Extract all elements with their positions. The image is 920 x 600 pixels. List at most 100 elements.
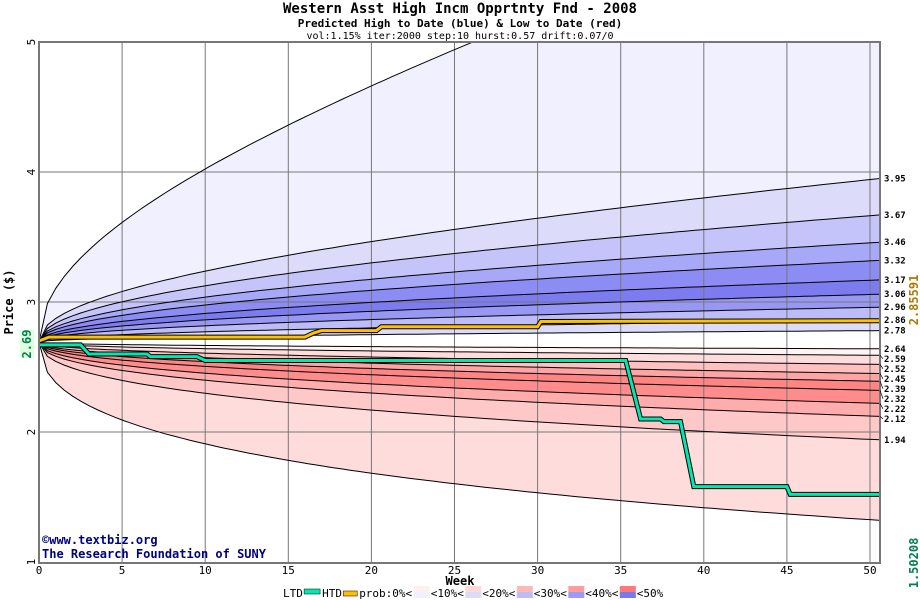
upper-boundary-line (39, 293, 880, 343)
htd-line (39, 319, 880, 343)
x-tick-label: 30 (531, 564, 544, 577)
lower-boundary-line (39, 341, 880, 404)
lower-band (39, 342, 880, 521)
x-tick-label: 45 (780, 564, 793, 577)
y-ticks: 1 2 3 4 5 (25, 39, 38, 566)
lower-boundary-line (39, 342, 880, 441)
legend-prob-item: <50% (637, 587, 664, 600)
band-end-label: 2.22 (884, 405, 906, 415)
series (39, 318, 880, 497)
upper-boundary-line (39, 42, 475, 343)
band-end-leader (879, 355, 884, 360)
legend-prob-item: <40%< (585, 587, 618, 600)
upper-band (39, 214, 880, 343)
legend-ltd-label: LTD (283, 587, 303, 600)
x-tick-label: 5 (119, 564, 126, 577)
legend-prob-item: <30%< (534, 587, 567, 600)
legend-blue-swatch (413, 592, 430, 598)
credit-organization: The Research Foundation of SUNY (42, 547, 267, 561)
lower-band (39, 342, 880, 356)
lower-band (39, 342, 880, 391)
upper-boundary-line (39, 178, 880, 343)
upper-boundary-line (39, 259, 880, 343)
band-end-label: 3.95 (884, 175, 906, 185)
legend-red-swatch (516, 586, 533, 592)
upper-band (39, 320, 880, 343)
lower-band (39, 342, 880, 404)
chart-subtitle: Predicted High to Date (blue) & Low to D… (298, 17, 623, 30)
legend-ltd-swatch (303, 588, 321, 595)
credit-website[interactable]: ©www.textbiz.org (42, 533, 158, 547)
x-tick-label: 40 (697, 564, 710, 577)
upper-boundary-line (39, 241, 880, 343)
band-end-labels: 3.95 3.67 3.46 3.32 3.17 3.06 2.96 2.862.78 2.64… (879, 175, 906, 446)
htd-final-label: 2.85591 (907, 275, 920, 326)
plot-frame (38, 41, 881, 564)
y-axis-label: Price ($) (2, 269, 16, 334)
legend-prob-item: <20%< (482, 587, 515, 600)
band-end-label: 3.67 (884, 211, 906, 221)
x-tick-label: 50 (863, 564, 876, 577)
lower-band (39, 342, 880, 440)
y-tick-label: 1 (25, 559, 38, 566)
legend-blue-swatch (465, 592, 482, 598)
lower-boundary-line (39, 342, 880, 521)
legend-blue-swatch (516, 592, 533, 598)
band-end-label: 2.78 (884, 327, 906, 337)
legend-red-swatch (619, 586, 636, 592)
ltd-final-label: 1.50208 (907, 538, 920, 589)
legend-prob-label: prob:0%< (359, 587, 412, 600)
band-end-label: 2.39 (884, 385, 906, 395)
lower-band (39, 342, 880, 382)
chart-title: Western Asst High Incm Opprtnty Fnd - 20… (283, 1, 637, 17)
band-end-label: 2.64 (884, 345, 906, 355)
legend-red-swatch (568, 586, 585, 592)
x-tick-label: 0 (36, 564, 43, 577)
x-tick-label: 20 (365, 564, 378, 577)
chart-params: vol:1.15% iter:2000 step:10 hurst:0.57 d… (306, 31, 613, 42)
band-end-leader (879, 373, 884, 379)
upper-band (39, 294, 880, 343)
x-tick-label: 25 (448, 564, 461, 577)
band-end-leader (879, 416, 884, 420)
x-tick-label: 35 (614, 564, 627, 577)
lower-boundary-line (39, 341, 880, 382)
lower-boundary-line (39, 341, 880, 356)
band-end-label: 3.17 (884, 276, 906, 286)
band-end-label: 2.86 (884, 316, 906, 326)
lower-boundary-line (39, 341, 880, 350)
legend-prob-item: <10%< (431, 587, 464, 600)
band-end-label: 2.96 (884, 303, 906, 313)
upper-boundary-line (39, 306, 880, 343)
x-tick-label: 15 (282, 564, 295, 577)
probability-bands (39, 42, 880, 521)
lower-boundary-line (39, 341, 880, 417)
band-end-label: 3.46 (884, 238, 906, 248)
legend-htd-label: HTD (322, 587, 342, 600)
band-end-label: 1.94 (884, 436, 906, 446)
band-end-leader (879, 364, 884, 369)
band-end-label: 2.52 (884, 365, 906, 375)
upper-band (39, 260, 880, 343)
x-axis-label: Week (446, 574, 476, 588)
y-tick-label: 5 (25, 39, 38, 46)
upper-band (39, 279, 880, 343)
band-end-label: 2.59 (884, 355, 906, 365)
band-end-label: 3.32 (884, 256, 906, 266)
upper-band (39, 178, 880, 343)
start-price-label: 2.69 (20, 330, 34, 359)
legend-blue-swatch (619, 592, 636, 598)
ltd-line (39, 343, 880, 496)
y-tick-label: 3 (25, 299, 38, 306)
legend-red-swatch (465, 586, 482, 592)
y-tick-label: 4 (25, 168, 38, 175)
upper-band (39, 242, 880, 343)
upper-boundary-line (39, 214, 880, 343)
band-end-leader (879, 390, 884, 399)
lower-boundary-line (39, 341, 880, 391)
lower-band (39, 342, 880, 365)
upper-boundary-line (39, 279, 880, 343)
legend-blue-swatch (568, 592, 585, 598)
start-price-bg (20, 330, 34, 358)
legend-htd-swatch (342, 590, 358, 597)
